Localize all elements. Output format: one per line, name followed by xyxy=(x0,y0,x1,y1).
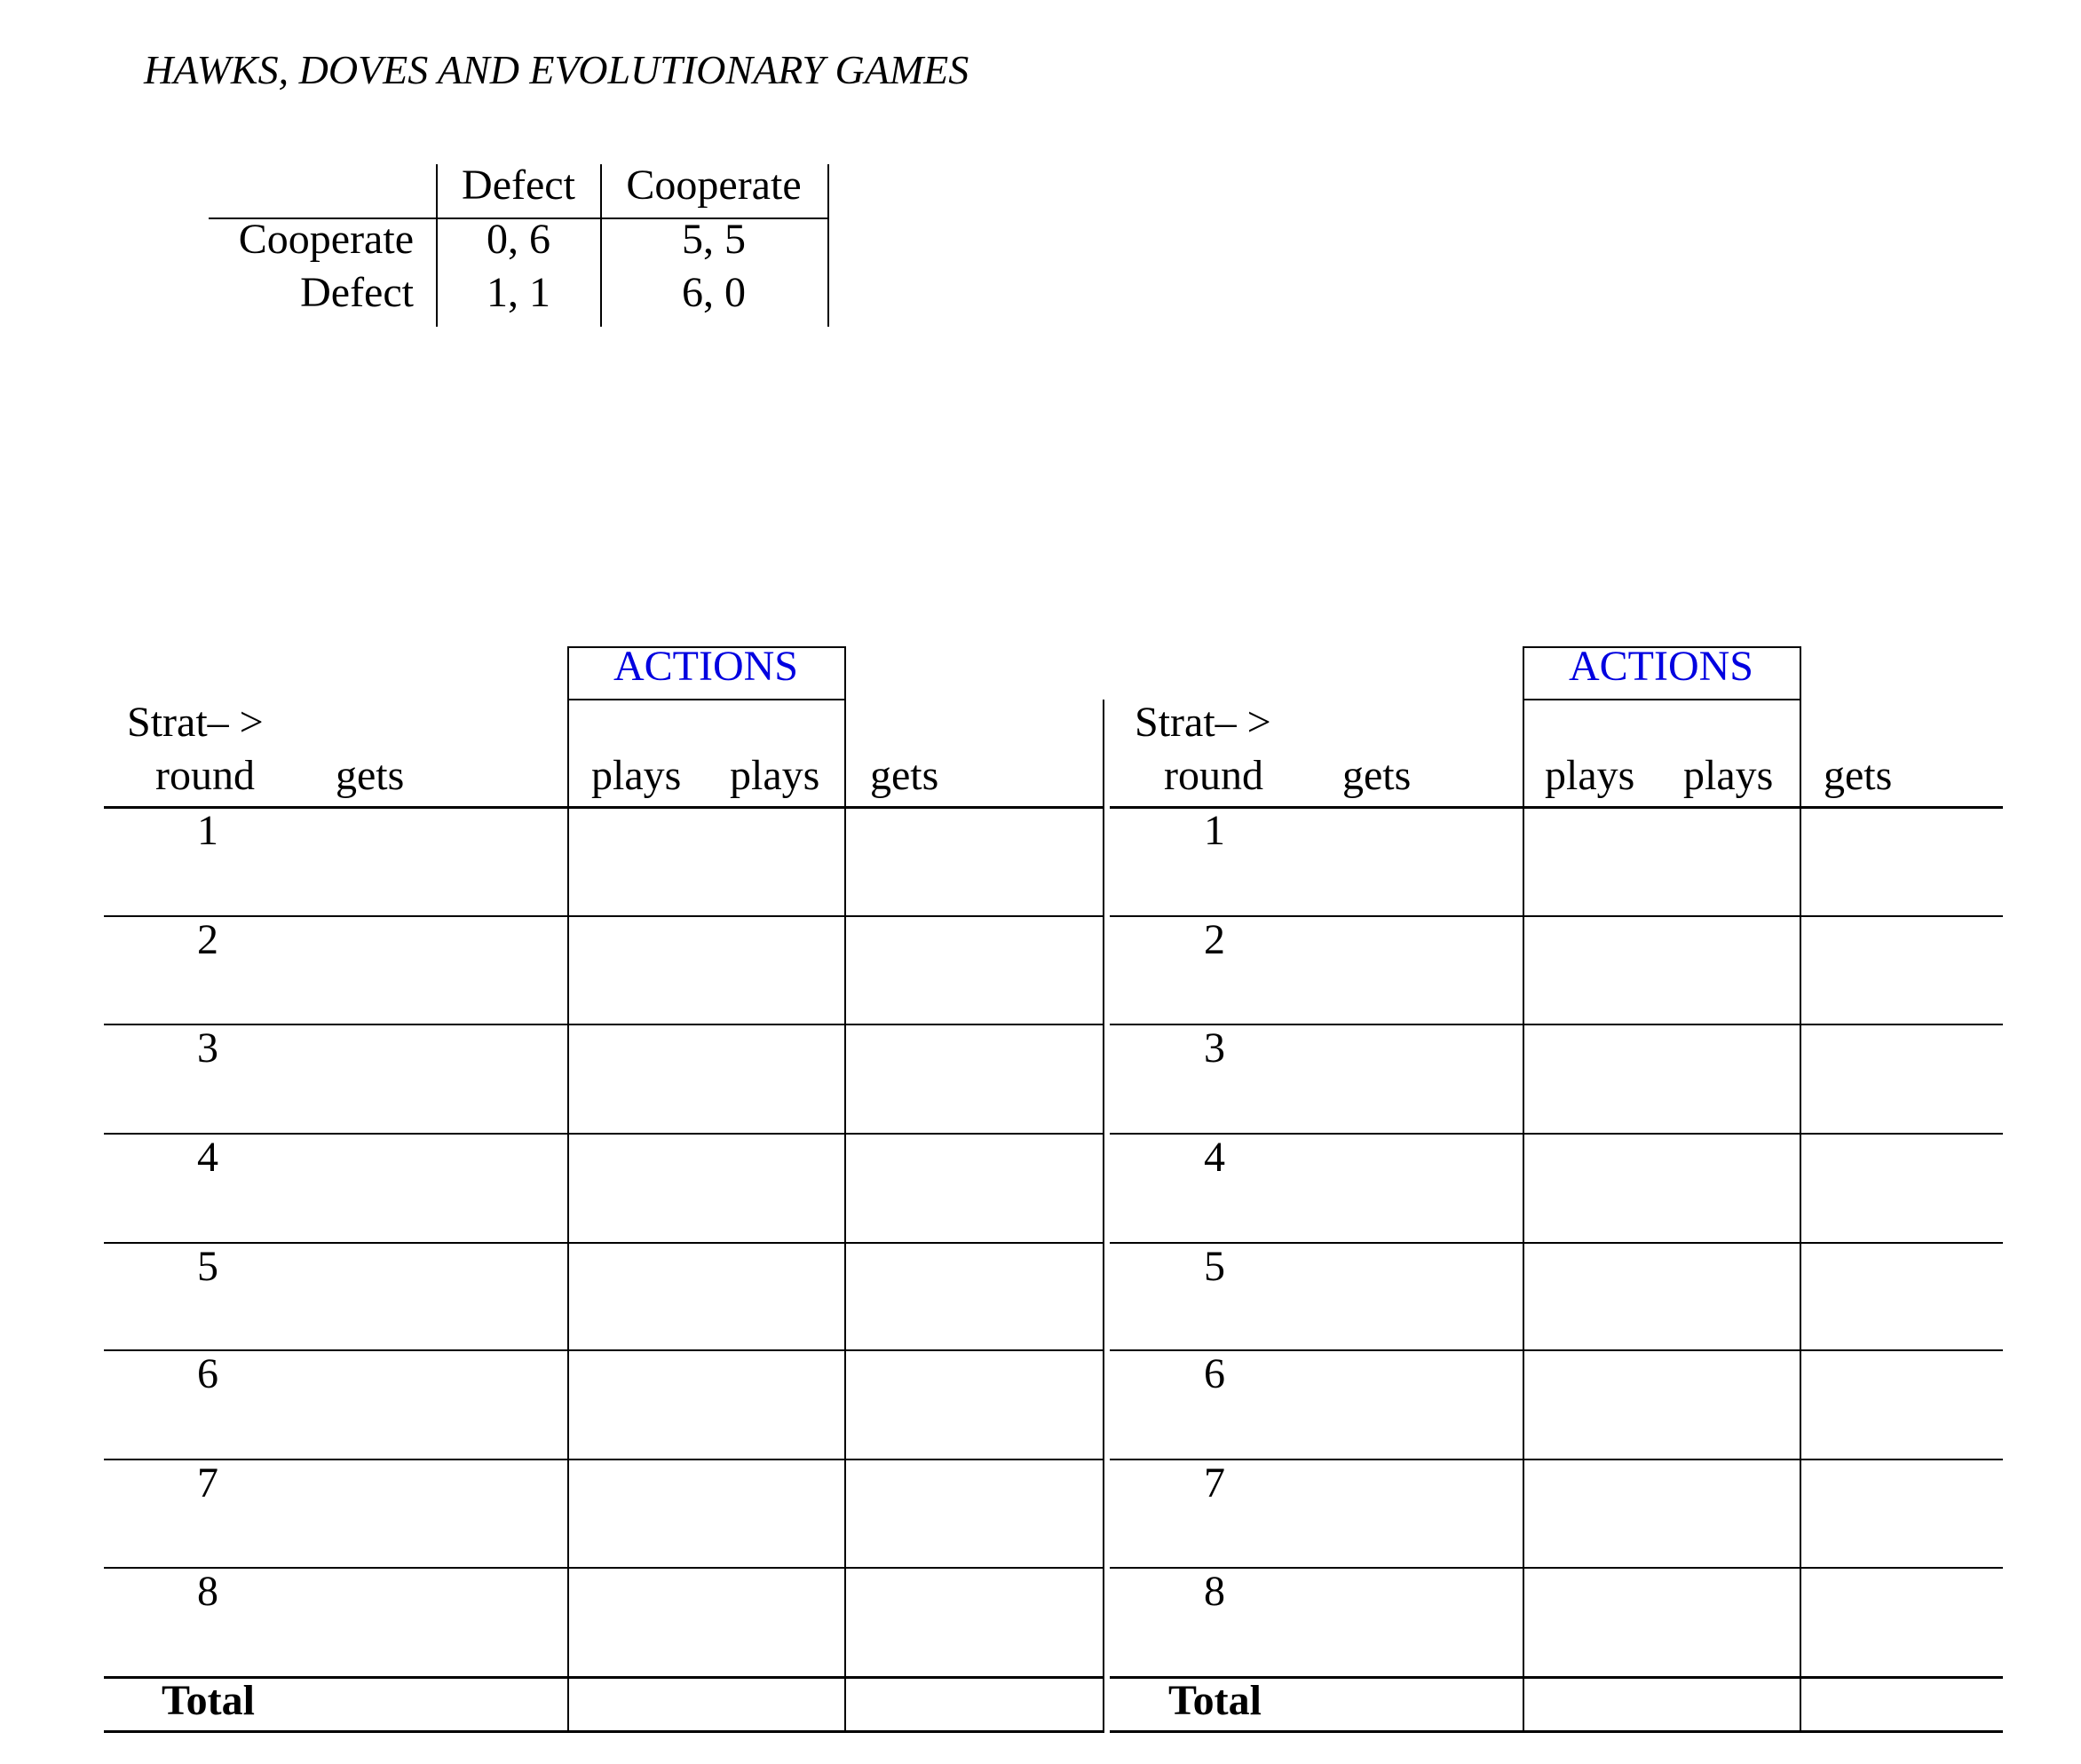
strategy-header: Strat– > xyxy=(1135,699,1271,746)
row-rule xyxy=(104,1242,1103,1244)
row-rule xyxy=(1110,1567,2003,1569)
gets-header: gets xyxy=(336,752,405,799)
round-number: 2 xyxy=(197,916,218,963)
actions-box-top xyxy=(1523,646,1801,648)
matrix-vline xyxy=(827,164,829,327)
matrix-vline xyxy=(600,164,602,327)
plays-header: plays xyxy=(730,752,820,799)
row-rule xyxy=(1110,1242,2003,1244)
round-number: 7 xyxy=(1204,1459,1225,1507)
table-separator xyxy=(1103,700,1104,1733)
column-divider xyxy=(1800,646,1801,1731)
row-rule xyxy=(1110,1349,2003,1351)
round-number: 8 xyxy=(197,1568,218,1615)
actions-box-bottom xyxy=(1523,699,1801,700)
row-rule xyxy=(104,1349,1103,1351)
matrix-hline xyxy=(209,218,829,219)
column-divider xyxy=(844,646,846,1731)
row-rule xyxy=(1110,1730,2003,1733)
round-number: 3 xyxy=(1204,1024,1225,1072)
round-number: 4 xyxy=(1204,1134,1225,1181)
gets-header: gets xyxy=(1824,752,1893,799)
round-number: 8 xyxy=(1204,1568,1225,1615)
row-rule xyxy=(1110,915,2003,917)
row-rule xyxy=(104,1133,1103,1135)
total-label: Total xyxy=(162,1677,255,1724)
plays-header: plays xyxy=(1545,752,1635,799)
matrix-row-header: Defect xyxy=(300,269,414,316)
row-rule xyxy=(1110,1024,2003,1025)
row-rule xyxy=(104,1567,1103,1569)
matrix-row-header: Cooperate xyxy=(238,216,414,263)
round-header: round xyxy=(155,752,255,799)
row-rule xyxy=(104,1459,1103,1460)
row-rule xyxy=(1110,1133,2003,1135)
round-number: 2 xyxy=(1204,916,1225,963)
round-number: 5 xyxy=(197,1243,218,1290)
column-divider xyxy=(567,646,569,1731)
actions-header: ACTIONS xyxy=(1568,643,1754,690)
matrix-cell: 0, 6 xyxy=(487,216,550,263)
row-rule xyxy=(104,806,1103,809)
round-number: 3 xyxy=(197,1024,218,1072)
total-label: Total xyxy=(1168,1677,1262,1724)
round-number: 1 xyxy=(1204,807,1225,854)
actions-box-top xyxy=(567,646,846,648)
plays-header: plays xyxy=(1683,752,1774,799)
matrix-cell: 6, 0 xyxy=(682,269,746,316)
row-rule xyxy=(104,915,1103,917)
page-title: HAWKS, DOVES AND EVOLUTIONARY GAMES xyxy=(144,47,969,92)
matrix-col-header-cooperate: Cooperate xyxy=(626,162,802,209)
row-rule xyxy=(1110,1459,2003,1460)
row-rule xyxy=(104,1676,1103,1679)
round-number: 6 xyxy=(1204,1350,1225,1397)
row-rule xyxy=(1110,806,2003,809)
strategy-header: Strat– > xyxy=(127,699,264,746)
round-header: round xyxy=(1164,752,1263,799)
round-number: 6 xyxy=(197,1350,218,1397)
gets-header: gets xyxy=(1342,752,1412,799)
row-rule xyxy=(1110,1676,2003,1679)
round-number: 4 xyxy=(197,1134,218,1181)
matrix-cell: 1, 1 xyxy=(487,269,550,316)
matrix-cell: 5, 5 xyxy=(682,216,746,263)
row-rule xyxy=(104,1730,1103,1733)
actions-box-bottom xyxy=(567,699,846,700)
round-number: 1 xyxy=(197,807,218,854)
column-divider xyxy=(1523,646,1524,1731)
matrix-vline xyxy=(436,164,438,327)
gets-header: gets xyxy=(870,752,939,799)
row-rule xyxy=(104,1024,1103,1025)
matrix-col-header-defect: Defect xyxy=(462,162,575,209)
actions-header: ACTIONS xyxy=(613,643,799,690)
round-number: 7 xyxy=(197,1459,218,1507)
plays-header: plays xyxy=(591,752,682,799)
round-number: 5 xyxy=(1204,1243,1225,1290)
